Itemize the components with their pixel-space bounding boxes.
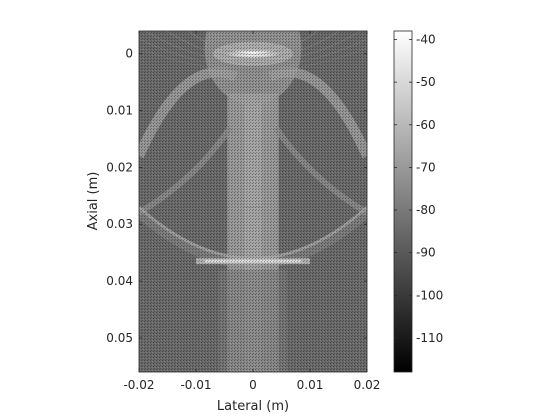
y-axis-ticks: 0 0.01 0.02 0.03 0.04 0.05 (106, 47, 367, 345)
y-tick-label: 0.02 (106, 160, 133, 174)
y-tick-label: 0.04 (106, 274, 133, 288)
y-tick-label: 0.03 (106, 217, 133, 231)
speckle-texture (139, 31, 367, 372)
x-axis-label: Lateral (m) (217, 399, 289, 414)
x-axis-ticks: -0.02 -0.01 0 0.01 0.02 (123, 31, 380, 392)
colorbar-tick-label: -80 (416, 203, 436, 217)
colorbar-tick-label: -100 (416, 288, 443, 302)
x-tick-label: -0.01 (180, 378, 211, 392)
x-tick-label: 0.02 (354, 378, 381, 392)
colorbar-tick-label: -40 (416, 33, 436, 47)
y-tick-label: 0 (125, 47, 133, 61)
x-tick-label: 0.01 (297, 378, 324, 392)
colorbar-tick-label: -70 (416, 160, 436, 174)
colorbar-tick-label: -90 (416, 246, 436, 260)
colorbar-ticks: -40 -50 -60 -70 -80 -90 -100 -110 (394, 33, 443, 345)
colorbar (393, 30, 413, 373)
x-tick-label: 0 (249, 378, 257, 392)
colorbar-tick-label: -50 (416, 75, 436, 89)
x-tick-label: -0.02 (123, 378, 154, 392)
y-axis-label: Axial (m) (86, 172, 101, 231)
colorbar-tick-label: -110 (416, 331, 443, 345)
y-tick-label: 0.01 (106, 104, 133, 118)
heatmap-image (139, 31, 367, 372)
y-tick-label: 0.05 (106, 331, 133, 345)
colorbar-tick-label: -60 (416, 118, 436, 132)
